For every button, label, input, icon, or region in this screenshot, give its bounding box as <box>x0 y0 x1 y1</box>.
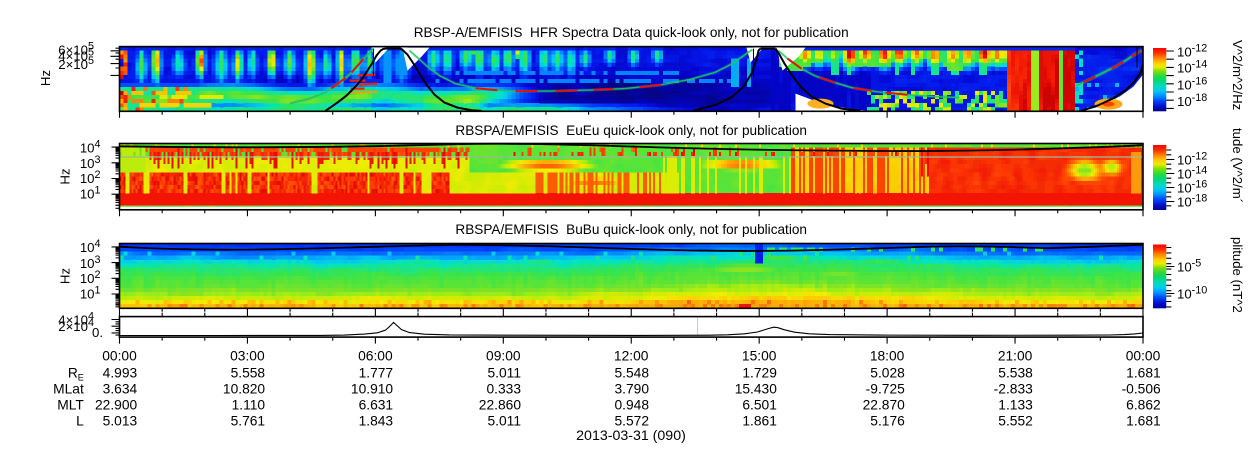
svg-text:0.333: 0.333 <box>486 381 521 396</box>
svg-text:RBSP-A/EMFISIS HFR Spectra Da: RBSP-A/EMFISIS HFR Spectra Data quick-lo… <box>414 25 849 40</box>
svg-text:Hz: Hz <box>58 168 73 184</box>
svg-text:1.681: 1.681 <box>1126 413 1161 428</box>
svg-text:5.761: 5.761 <box>231 413 266 428</box>
svg-text:3.790: 3.790 <box>614 381 649 396</box>
svg-text:10.820: 10.820 <box>223 381 266 396</box>
svg-text:22.860: 22.860 <box>479 397 522 412</box>
svg-text:1.110: 1.110 <box>232 397 266 412</box>
svg-text:6.501: 6.501 <box>742 397 777 412</box>
svg-text:12:00: 12:00 <box>614 349 649 364</box>
svg-text:V^2/m^2/Hz: V^2/m^2/Hz <box>1230 40 1245 110</box>
svg-text:tude (V^2/m´: tude (V^2/m´ <box>1230 128 1245 203</box>
svg-text:1.681: 1.681 <box>1126 365 1161 380</box>
svg-text:1.777: 1.777 <box>359 365 394 380</box>
svg-text:5.558: 5.558 <box>231 365 266 380</box>
svg-text:-9.725: -9.725 <box>866 381 905 396</box>
svg-text:5.176: 5.176 <box>870 413 905 428</box>
svg-text:0.948: 0.948 <box>614 397 649 412</box>
svg-text:5.552: 5.552 <box>998 413 1033 428</box>
svg-text:3.634: 3.634 <box>103 381 138 396</box>
svg-text:5.548: 5.548 <box>614 365 649 380</box>
svg-text:15.430: 15.430 <box>735 381 778 396</box>
svg-text:-0.506: -0.506 <box>1122 381 1161 396</box>
svg-text:10.910: 10.910 <box>351 381 394 396</box>
svg-text:RBSPA/EMFISIS EuEu quick-look: RBSPA/EMFISIS EuEu quick-look only, not … <box>455 123 807 138</box>
svg-text:18:00: 18:00 <box>870 349 905 364</box>
svg-text:0.: 0. <box>92 325 103 340</box>
svg-text:4.993: 4.993 <box>103 365 138 380</box>
svg-text:1.729: 1.729 <box>742 365 777 380</box>
svg-text:00:00: 00:00 <box>1126 349 1161 364</box>
svg-text:09:00: 09:00 <box>486 349 521 364</box>
svg-text:Hz: Hz <box>58 268 73 284</box>
svg-text:5.013: 5.013 <box>103 413 138 428</box>
svg-text:5.011: 5.011 <box>487 365 521 380</box>
svg-text:L: L <box>76 413 84 428</box>
svg-text:Hz: Hz <box>38 70 53 86</box>
svg-text:00:00: 00:00 <box>102 349 137 364</box>
svg-text:1.133: 1.133 <box>998 397 1033 412</box>
svg-text:4×104: 4×104 <box>58 311 94 328</box>
svg-text:6×105: 6×105 <box>58 41 94 58</box>
svg-text:22.900: 22.900 <box>95 397 138 412</box>
svg-text:5.028: 5.028 <box>870 365 905 380</box>
svg-text:MLat: MLat <box>53 381 84 396</box>
svg-text:6.631: 6.631 <box>359 397 394 412</box>
svg-text:5.572: 5.572 <box>614 413 649 428</box>
svg-text:6.862: 6.862 <box>1126 397 1161 412</box>
svg-text:22.870: 22.870 <box>863 397 906 412</box>
svg-text:2×104: 2×104 <box>58 317 94 334</box>
svg-text:-2.833: -2.833 <box>994 381 1033 396</box>
svg-text:2013-03-31 (090): 2013-03-31 (090) <box>576 428 686 444</box>
svg-text:21:00: 21:00 <box>998 349 1033 364</box>
svg-text:15:00: 15:00 <box>742 349 777 364</box>
svg-text:plitude (nT^2: plitude (nT^2 <box>1230 237 1245 313</box>
svg-text:2×105: 2×105 <box>58 55 94 72</box>
svg-text:RBSPA/EMFISIS BuBu quick-look: RBSPA/EMFISIS BuBu quick-look only, not … <box>455 222 807 237</box>
svg-text:MLT: MLT <box>57 397 84 412</box>
svg-text:4×105: 4×105 <box>58 47 94 64</box>
svg-text:1.861: 1.861 <box>742 413 777 428</box>
svg-text:03:00: 03:00 <box>230 349 265 364</box>
svg-text:06:00: 06:00 <box>358 349 393 364</box>
svg-text:1.843: 1.843 <box>359 413 394 428</box>
svg-text:5.538: 5.538 <box>998 365 1033 380</box>
svg-text:5.011: 5.011 <box>487 413 521 428</box>
